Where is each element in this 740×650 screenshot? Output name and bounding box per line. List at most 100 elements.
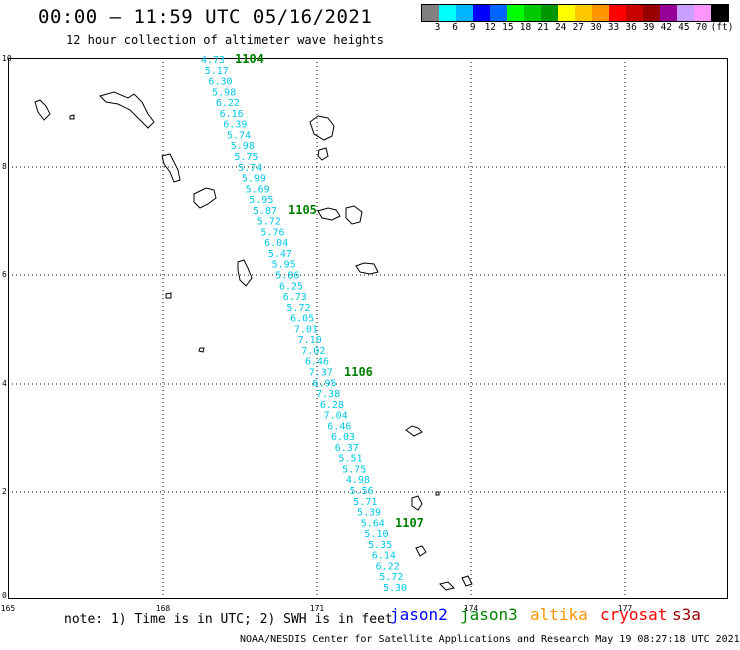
swh-value: 7.10 (298, 335, 322, 346)
scale-label: 39 (642, 22, 655, 33)
swh-value: 6.73 (283, 292, 307, 303)
swh-value: 5.35 (368, 540, 392, 551)
scale-label: (ft) (710, 22, 734, 33)
wave-height-scale-labels: 3 6 9 12 15 18 21 24 27 30 33 36 39 42 45 70 (ft) (421, 22, 740, 34)
island-outline (99, 91, 155, 129)
lon-tick-label: 165 (1, 604, 16, 613)
satellite-jason3: jason3 (460, 605, 518, 624)
swh-value: 5.95 (249, 195, 273, 206)
scale-label: 9 (469, 22, 476, 33)
credit-line: NOAA/NESDIS Center for Satellite Applica… (240, 634, 740, 645)
swh-value: 7.02 (301, 346, 325, 357)
swh-value: 5.95 (272, 260, 296, 271)
time-label: 1107 (395, 516, 424, 530)
satellite-jason2: jason2 (390, 605, 448, 624)
lat-tick-label: 6 (2, 270, 7, 279)
scale-swatch (473, 5, 490, 21)
swh-value: 6.46 (305, 357, 329, 368)
swh-value: 5.72 (379, 572, 403, 583)
lon-tick-label: 174 (464, 604, 479, 613)
swh-value: 6.05 (290, 314, 314, 325)
swh-value: 5.75 (342, 464, 366, 475)
swh-value: 6.37 (335, 443, 359, 454)
time-label: 1104 (235, 52, 264, 66)
island-outline (161, 153, 181, 183)
map-frame (8, 58, 728, 599)
swh-value: 7.01 (294, 324, 318, 335)
scale-label: 3 (434, 22, 441, 33)
swh-value: 5.39 (357, 508, 381, 519)
swh-value: 5.98 (231, 141, 255, 152)
swh-value: 7.04 (324, 411, 348, 422)
swh-value: 5.56 (350, 486, 374, 497)
swh-value: 5.72 (257, 217, 281, 228)
island-outline (193, 187, 217, 209)
scale-swatch (592, 5, 609, 21)
swh-value: 5.98 (212, 87, 236, 98)
swh-value: 5.75 (234, 152, 258, 163)
lat-tick-label: 8 (2, 162, 7, 171)
swh-value: 5.71 (353, 497, 377, 508)
scale-swatch (677, 5, 694, 21)
swh-track-values: 4.735.176.305.986.226.166.395.745.985.75… (201, 55, 407, 594)
scale-label: 42 (660, 22, 673, 33)
lat-tick-label: 10 (2, 54, 12, 63)
swh-value: 6.46 (327, 421, 351, 432)
island-outline (405, 425, 423, 437)
swh-value: 5.30 (383, 583, 407, 594)
island-outline (345, 205, 363, 225)
swh-value: 6.25 (279, 281, 303, 292)
swh-value: 6.28 (320, 400, 344, 411)
swh-value: 6.03 (331, 432, 355, 443)
swh-value: 5.47 (268, 249, 292, 260)
swh-value: 5.74 (227, 130, 251, 141)
scale-label: 24 (554, 22, 567, 33)
swh-value: 7.38 (316, 389, 340, 400)
scale-swatch (456, 5, 473, 21)
footer-note: note: 1) Time is in UTC; 2) SWH is in fe… (64, 612, 393, 627)
swh-value: 5.76 (260, 227, 284, 238)
scale-label: 70 (695, 22, 708, 33)
scale-swatch (660, 5, 677, 21)
island-outline (317, 207, 341, 221)
scale-swatch (694, 5, 711, 21)
swh-value: 5.10 (364, 529, 388, 540)
time-label: 1105 (288, 203, 317, 217)
time-label: 1106 (344, 365, 373, 379)
satellite-s3a: s3a (672, 605, 701, 624)
scale-swatch (558, 5, 575, 21)
scale-swatch (609, 5, 626, 21)
scale-label: 6 (452, 22, 458, 33)
scale-swatch (439, 5, 456, 21)
scale-label: 30 (590, 22, 602, 33)
scale-label: 18 (519, 22, 532, 33)
island-coastlines (34, 91, 473, 591)
island-outline (69, 114, 75, 120)
scale-label: 33 (607, 22, 620, 33)
scale-swatch (711, 5, 728, 21)
map-title: 00:00 – 11:59 UTC 05/16/2021 (38, 6, 373, 28)
swh-value: 5.72 (286, 303, 310, 314)
lon-tick-label: 171 (310, 604, 325, 613)
scale-swatch (643, 5, 660, 21)
island-outline (461, 575, 473, 587)
swh-value: 6.14 (372, 551, 396, 562)
time-labels: 1104 1105 1106 1107 (235, 52, 424, 530)
scale-swatch (507, 5, 524, 21)
island-outline (317, 147, 329, 161)
swh-value: 6.30 (208, 77, 232, 88)
island-outline (415, 545, 427, 557)
scale-swatch (524, 5, 541, 21)
wave-height-color-scale (421, 4, 729, 22)
scale-label: 45 (678, 22, 690, 33)
swh-value: 5.99 (242, 174, 266, 185)
swh-value: 5.64 (361, 518, 385, 529)
lat-lon-grid (8, 58, 728, 599)
scale-swatch (575, 5, 592, 21)
swh-value: 6.95 (312, 378, 336, 389)
swh-value: 6.04 (264, 238, 288, 249)
axis-tick-labels: 10 8 6 4 2 0 165 168 171 174 177 (1, 54, 633, 613)
lat-tick-label: 2 (2, 487, 7, 496)
swh-value: 4.73 (201, 55, 225, 66)
